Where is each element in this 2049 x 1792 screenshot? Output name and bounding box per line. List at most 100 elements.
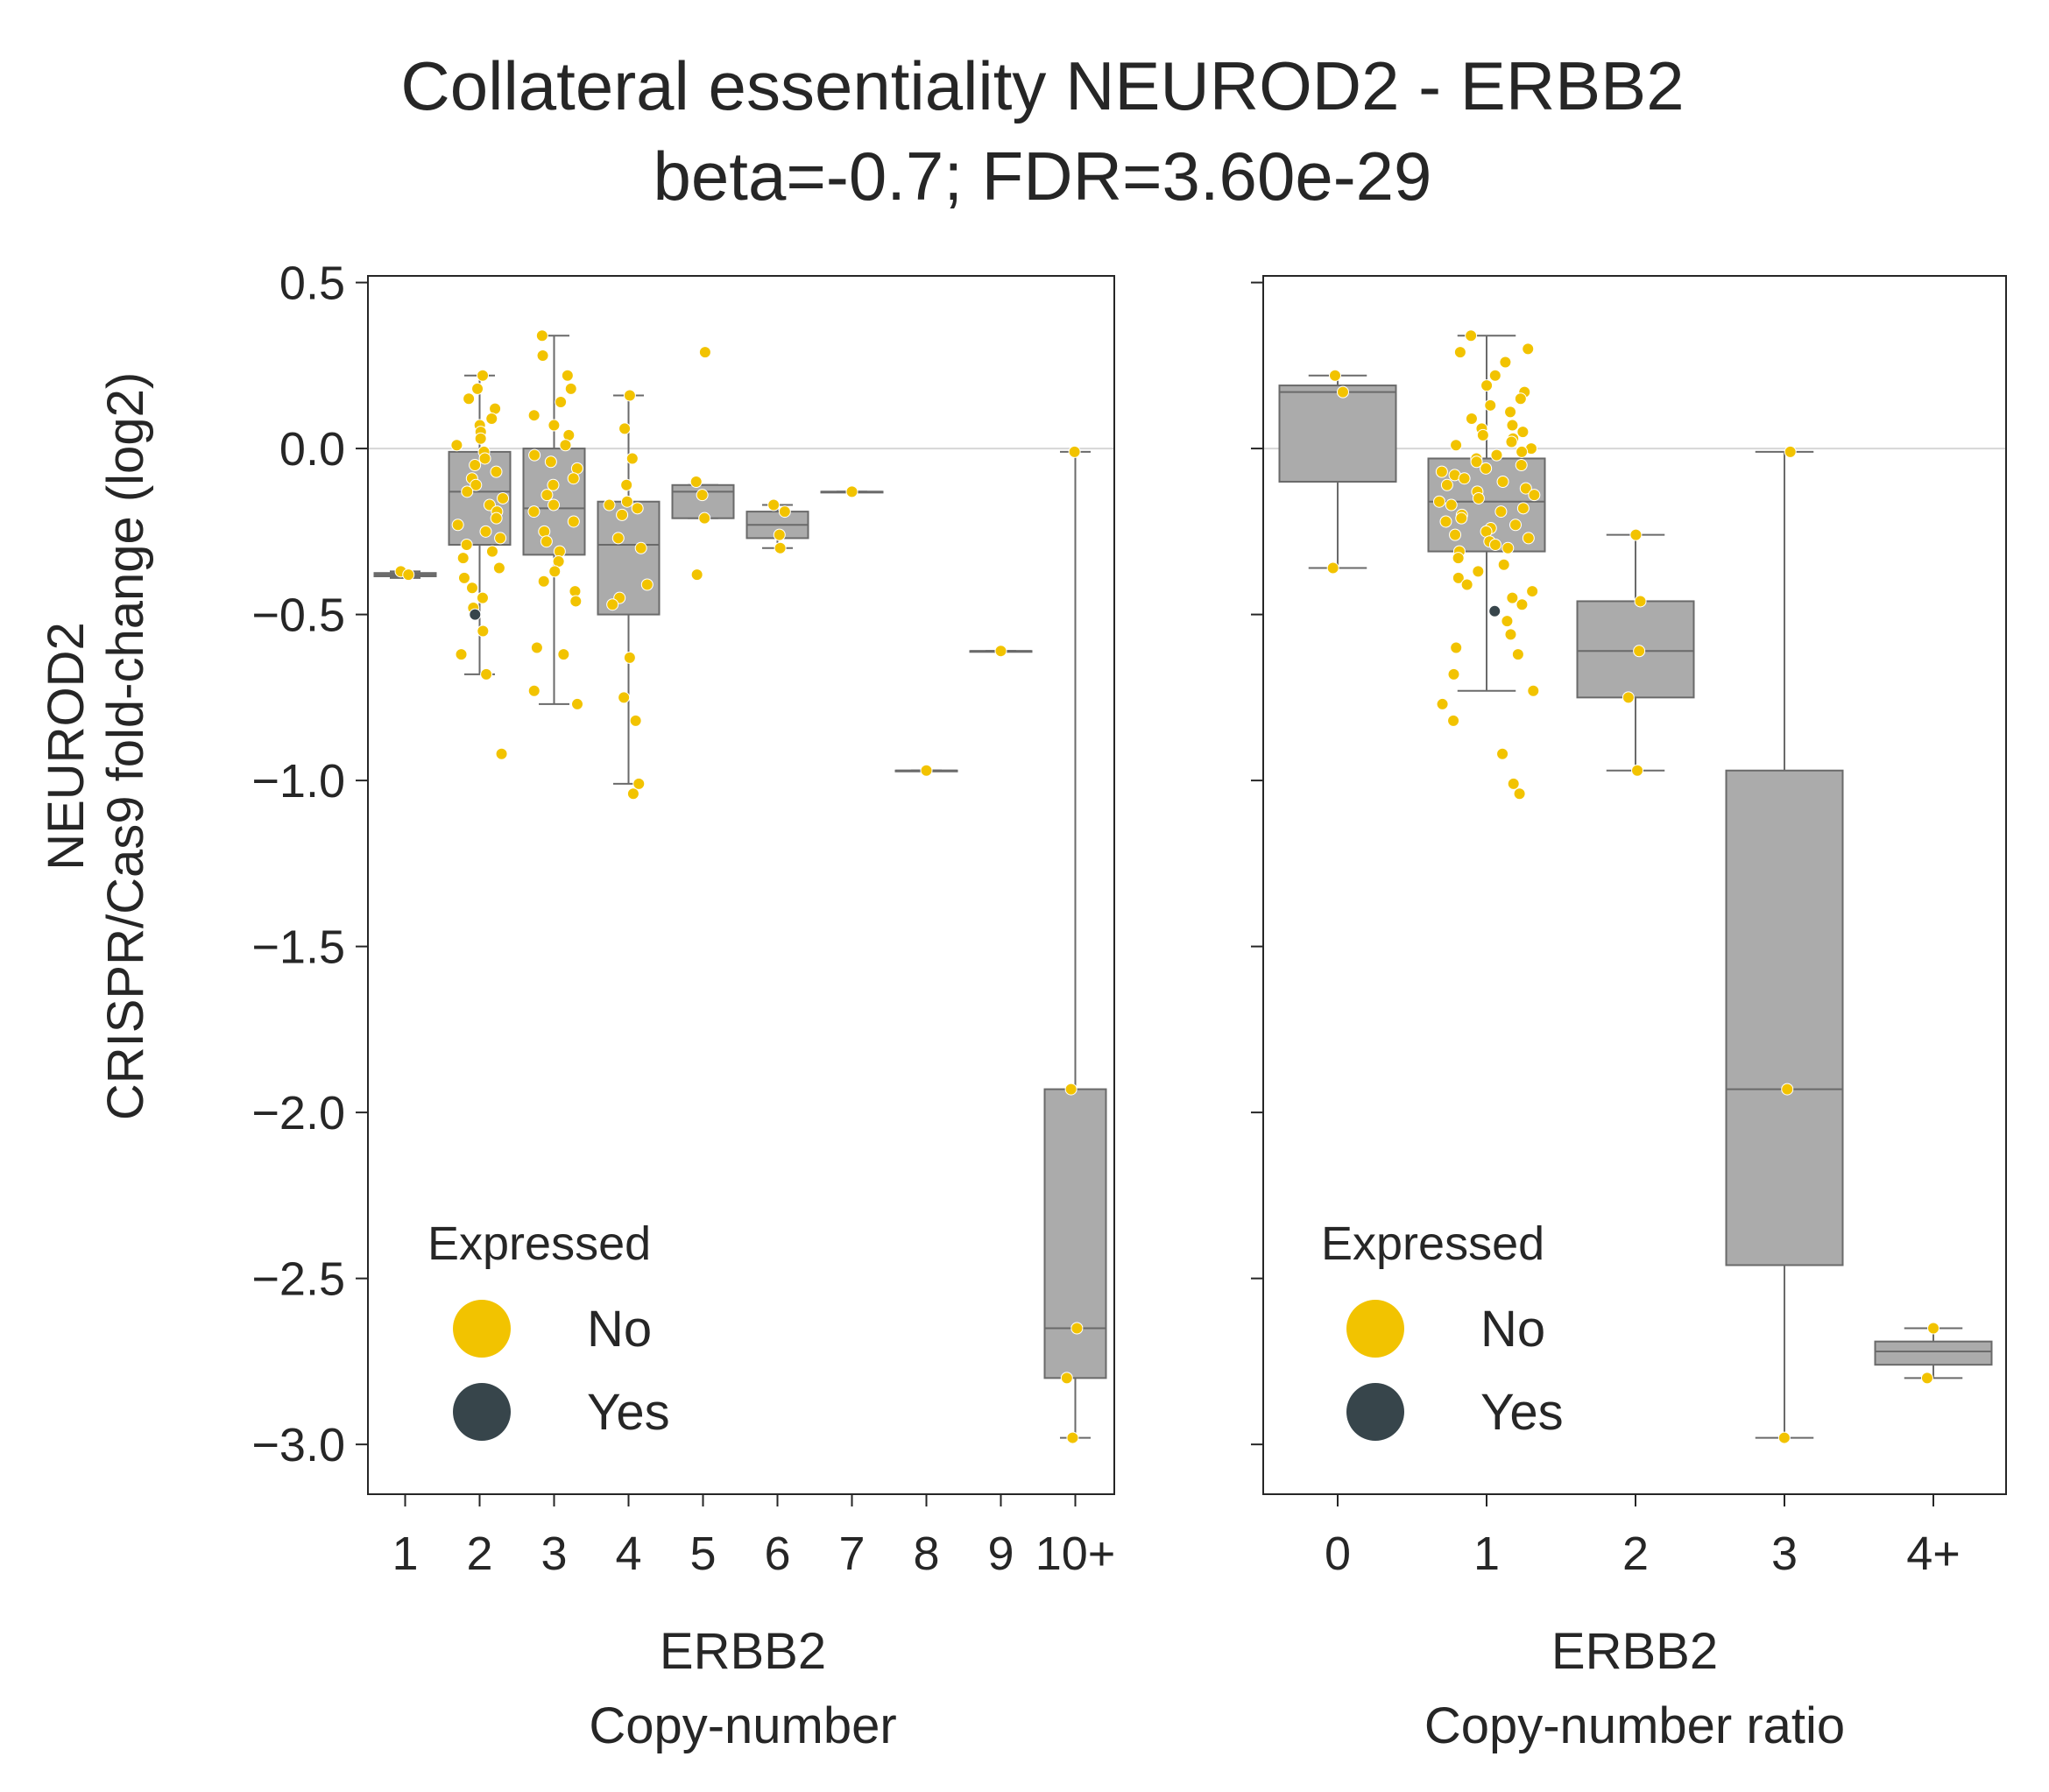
x-axis-label-panel2-line1: ERBB2	[1551, 1623, 1718, 1680]
x-tick-label: 2	[466, 1527, 492, 1580]
data-point	[1460, 578, 1473, 591]
legend-label-no: No	[587, 1301, 652, 1358]
data-point	[1445, 498, 1458, 511]
data-point	[537, 575, 550, 588]
data-point	[451, 519, 464, 532]
data-point	[1527, 684, 1540, 697]
legend-label-no: No	[1480, 1301, 1545, 1358]
data-point	[632, 777, 646, 790]
data-point	[561, 369, 574, 382]
data-point	[689, 475, 703, 488]
data-point	[490, 511, 503, 525]
data-point	[541, 489, 554, 502]
legend-marker-yes	[453, 1383, 511, 1441]
data-point	[547, 478, 560, 491]
data-point	[1060, 1372, 1073, 1385]
chart-title-line2: beta=-0.7; FDR=3.60e-29	[654, 138, 1432, 215]
y-tick-label: −1.5	[251, 921, 345, 974]
data-point	[1920, 1372, 1933, 1385]
box-iqr	[597, 500, 661, 616]
data-point	[845, 485, 858, 498]
data-point	[634, 541, 647, 554]
data-point	[1470, 455, 1483, 469]
data-point	[1447, 714, 1460, 727]
data-point	[567, 472, 580, 485]
data-point	[1507, 777, 1520, 790]
data-point	[463, 392, 476, 406]
box-iqr	[1874, 1340, 1993, 1366]
data-point	[1496, 747, 1509, 760]
data-point	[1629, 528, 1643, 541]
x-tick-label: 1	[392, 1527, 418, 1580]
data-point	[1508, 519, 1522, 532]
data-point	[1504, 406, 1517, 419]
y-tick-label: 0.0	[279, 423, 345, 476]
x-tick-label: 8	[913, 1527, 939, 1580]
data-point	[1526, 585, 1539, 598]
y-tick-label: −2.0	[251, 1087, 345, 1139]
data-point	[994, 645, 1007, 658]
data-point	[485, 545, 498, 558]
chart-title-line1: Collateral essentiality NEUROD2 - ERBB2	[400, 47, 1684, 124]
y-axis-label-line2: CRISPR/Cas9 fold-change (log2)	[97, 372, 154, 1120]
data-point	[690, 568, 703, 582]
data-point	[455, 648, 468, 661]
box-10+	[1043, 450, 1107, 1439]
data-point	[450, 439, 463, 452]
data-point	[1634, 595, 1647, 608]
data-point	[1458, 472, 1471, 485]
data-point	[611, 532, 625, 545]
data-point	[474, 432, 487, 445]
y-tick-label: −2.5	[251, 1253, 345, 1306]
legend-label-yes: Yes	[587, 1384, 670, 1441]
data-point	[623, 389, 636, 402]
data-point	[1488, 539, 1501, 552]
data-point	[536, 349, 549, 362]
x-tick-label: 9	[987, 1527, 1014, 1580]
data-point	[1499, 356, 1512, 369]
data-point	[616, 508, 629, 521]
data-point	[1494, 505, 1508, 519]
data-point	[535, 329, 548, 342]
data-point	[620, 478, 633, 491]
x-tick-label: 0	[1325, 1527, 1351, 1580]
data-point	[1633, 645, 1646, 658]
data-point	[1504, 628, 1517, 641]
data-point	[1336, 385, 1349, 399]
data-point	[1328, 369, 1341, 382]
y-tick-label: 0.5	[279, 258, 345, 310]
data-point	[1516, 502, 1530, 515]
data-point	[603, 498, 616, 511]
data-point	[1631, 764, 1644, 777]
data-point	[1515, 459, 1528, 472]
y-tick-label: −1.0	[251, 755, 345, 808]
data-point	[555, 396, 568, 409]
data-point	[548, 419, 561, 432]
data-point	[559, 439, 572, 452]
y-axis-label-line1: NEUROD2	[38, 622, 95, 871]
legend-marker-no	[1346, 1300, 1404, 1358]
legend: Expressed No Yes	[1321, 1217, 1564, 1441]
data-point	[618, 691, 631, 704]
data-point	[1496, 475, 1509, 488]
data-point	[1465, 329, 1478, 342]
data-point	[476, 591, 489, 604]
data-point	[544, 455, 557, 469]
legend-marker-no	[453, 1300, 511, 1358]
legend-marker-yes	[1346, 1383, 1404, 1441]
legend-label-yes: Yes	[1480, 1384, 1564, 1441]
data-point	[620, 495, 633, 508]
data-point	[1440, 478, 1453, 491]
data-point	[920, 764, 933, 777]
data-point	[495, 747, 508, 760]
y-axis-label: NEUROD2 CRISPR/Cas9 fold-change (log2)	[38, 372, 154, 1120]
data-point	[773, 528, 786, 541]
panel-copy-number-ratio: 0 1 2 3 4+ Expressed No Yes	[1251, 275, 2007, 1580]
box-4+	[1874, 1327, 1993, 1379]
data-point	[1436, 697, 1449, 710]
x-tick-label: 10+	[1035, 1527, 1116, 1580]
data-point	[698, 511, 711, 525]
data-point	[527, 409, 541, 422]
data-point	[1490, 448, 1503, 462]
